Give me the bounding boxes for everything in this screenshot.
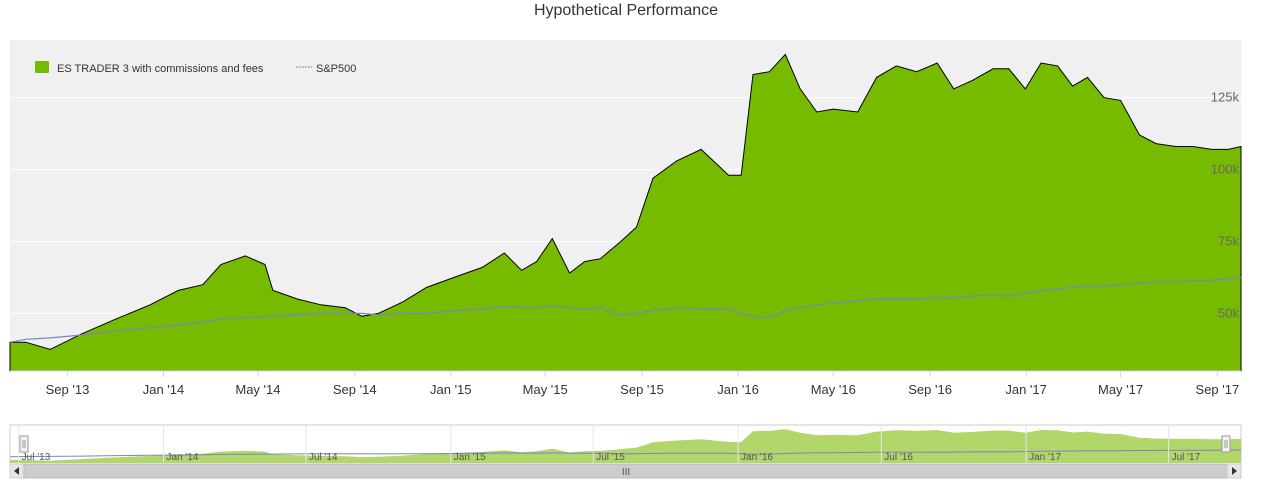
- legend-label-strategy: ES TRADER 3 with commissions and fees: [57, 63, 264, 75]
- navigator-tick-label: Jul '13: [22, 452, 51, 463]
- arrow-right-icon: [1232, 467, 1237, 475]
- navigator-ticks: Jul '13 Jan '14 Jul '14 Jan '15 Jul '15 Jan '…: [18, 426, 1201, 463]
- navigator-tick-label: Jul '17: [1172, 452, 1201, 463]
- scrollbar-grip: III: [622, 467, 630, 478]
- legend-label-sp500: S&P500: [316, 63, 356, 75]
- navigator-left-handle[interactable]: [19, 435, 29, 453]
- y-tick-label: 125k: [1211, 90, 1240, 105]
- x-tick-label: Jan '14: [143, 382, 185, 397]
- right-handle-box: [1221, 435, 1231, 453]
- strategy-area[interactable]: [9, 53, 1242, 372]
- scrollbar[interactable]: III: [9, 463, 1242, 479]
- navigator-right-handle[interactable]: [1221, 435, 1231, 453]
- x-tick-label: May '16: [811, 382, 856, 397]
- left-handle-box: [19, 435, 29, 453]
- x-tick-label: May '15: [523, 382, 568, 397]
- legend-swatch-strategy: [35, 61, 49, 73]
- x-tick-label: Sep '17: [1196, 382, 1240, 397]
- navigator-tick-label: Jan '14: [166, 452, 198, 463]
- x-tick-label: Jan '15: [430, 382, 472, 397]
- arrow-left-icon: [14, 467, 19, 475]
- legend-item-sp500[interactable]: S&P500: [296, 63, 356, 75]
- x-tick-label: Sep '13: [46, 382, 90, 397]
- y-tick-label: 50k: [1218, 305, 1239, 320]
- navigator-tick-label: Jul '14: [309, 452, 338, 463]
- chart-title: Hypothetical Performance: [534, 2, 718, 19]
- x-axis-labels: Sep '13 Jan '14 May '14 Sep '14 Jan '15 May '…: [46, 371, 1240, 397]
- y-tick-label: 75k: [1218, 233, 1239, 248]
- legend-item-strategy[interactable]: ES TRADER 3 with commissions and fees: [35, 61, 264, 75]
- navigator-tick-label: Jan '15: [454, 452, 486, 463]
- y-axis-labels: 50k 75k 100k 125k: [1211, 90, 1240, 321]
- x-tick-label: Sep '15: [620, 382, 664, 397]
- benchmark-line[interactable]: [9, 276, 1242, 343]
- navigator[interactable]: Jul '13 Jan '14 Jul '14 Jan '15 Jul '15 Jan '…: [9, 424, 1242, 465]
- x-tick-label: Jan '16: [717, 382, 759, 397]
- navigator-tick-label: Jul '15: [596, 452, 625, 463]
- x-tick-label: May '14: [235, 382, 280, 397]
- navigator-tick-label: Jul '16: [884, 452, 913, 463]
- x-tick-label: May '17: [1098, 382, 1143, 397]
- navigator-strategy-area: [10, 429, 1241, 463]
- x-tick-label: Jan '17: [1005, 382, 1047, 397]
- x-tick-label: Sep '14: [333, 382, 377, 397]
- navigator-tick-label: Jan '17: [1029, 452, 1061, 463]
- navigator-benchmark-line: [9, 449, 1242, 458]
- navigator-tick-label: Jan '16: [741, 452, 773, 463]
- legend: ES TRADER 3 with commissions and fees S&…: [35, 61, 356, 75]
- x-tick-label: Sep '16: [908, 382, 952, 397]
- y-tick-label: 100k: [1211, 162, 1240, 177]
